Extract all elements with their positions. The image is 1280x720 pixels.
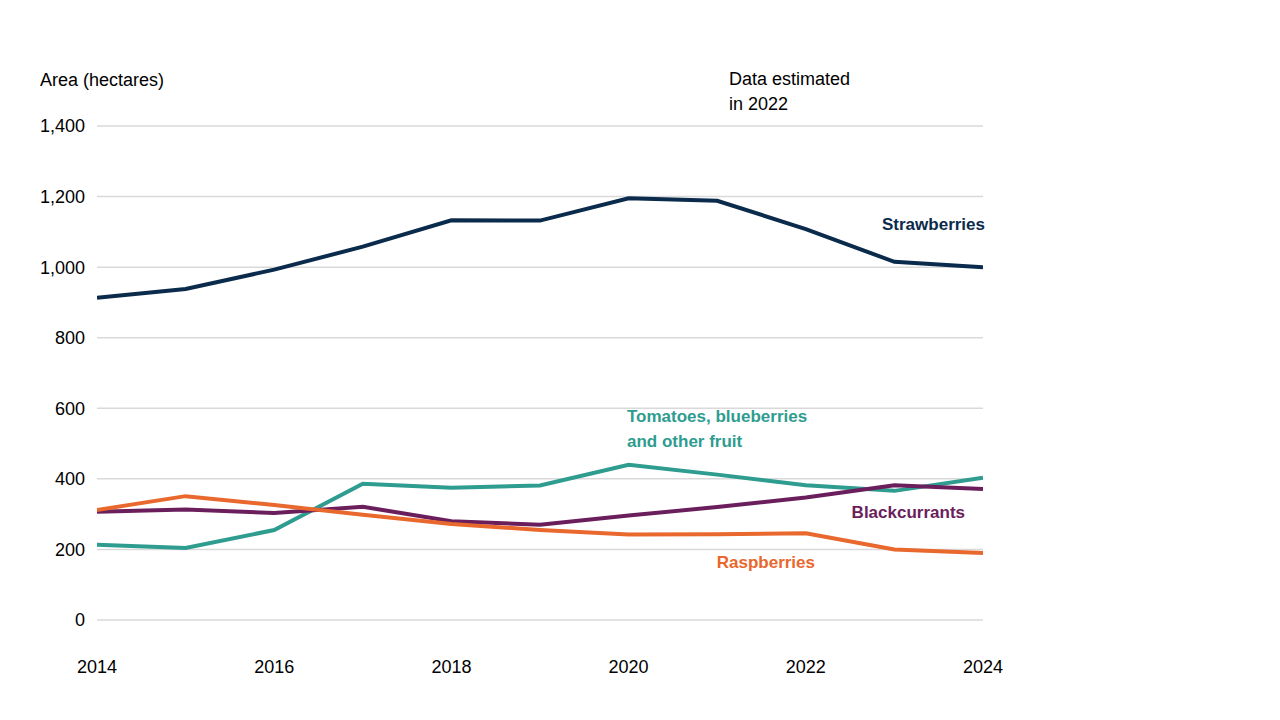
svg-text:1,000: 1,000 [40, 258, 85, 278]
svg-text:Tomatoes, blueberriesand other: Tomatoes, blueberriesand other fruit [627, 407, 807, 451]
svg-text:800: 800 [55, 328, 85, 348]
svg-text:2024: 2024 [963, 657, 1003, 677]
svg-text:2018: 2018 [431, 657, 471, 677]
svg-text:600: 600 [55, 399, 85, 419]
html-text:in 2022: in 2022 [729, 94, 789, 114]
svg-text:2014: 2014 [77, 657, 117, 677]
svg-text:Raspberries: Raspberries [717, 553, 815, 572]
html-text:Data estimated: Data estimated [729, 69, 851, 89]
svg-text:200: 200 [55, 540, 85, 560]
svg-text:2020: 2020 [609, 657, 649, 677]
svg-text:Blackcurrants: Blackcurrants [852, 504, 965, 523]
svg-text:400: 400 [55, 469, 85, 489]
svg-text:0: 0 [75, 610, 85, 630]
svg-text:Strawberries: Strawberries [882, 216, 985, 235]
svg-text:1,200: 1,200 [40, 187, 85, 207]
svg-text:1,400: 1,400 [40, 116, 85, 136]
html-text:Area (hectares): Area (hectares) [40, 70, 165, 90]
svg-text:2022: 2022 [786, 657, 826, 677]
svg-text:2016: 2016 [254, 657, 294, 677]
